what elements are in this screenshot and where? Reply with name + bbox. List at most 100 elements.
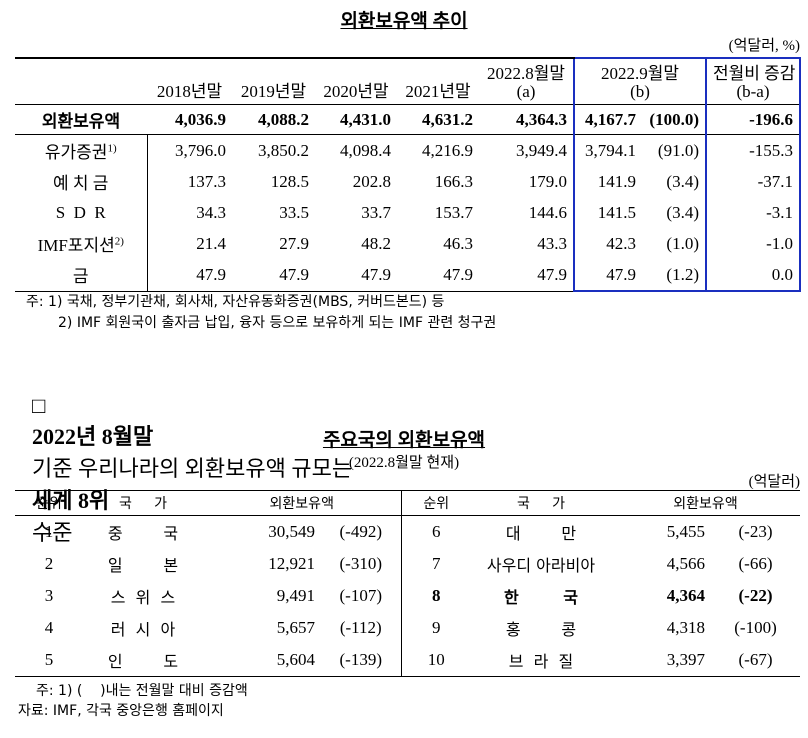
header-cell: 순위 [400,490,471,516]
header-text: 2019년말 [240,82,307,101]
value-cell: 141.9 [573,166,642,197]
value-cell: 4,431.0 [315,104,397,135]
value-cell: 128.5 [270,171,309,191]
country-cell: 인 도 [83,644,203,677]
reserve-cell: 3,397 [611,644,711,677]
table1-unit: (억달러, %) [728,38,800,54]
value-cell: 42.3 [573,228,642,259]
value-cell: 33.5 [279,202,309,222]
header-cell: 국 가 [83,490,203,516]
header-text: 2020년말 [323,82,389,101]
table2-subtitle: (2022.8월말 현재) [348,455,460,471]
table1-note: 2) IMF 회원국이 출자금 납입, 융자 등으로 보유하게 되는 IMF 관… [58,315,497,331]
header-cell: 순위 [15,490,83,516]
value-cell: -1.0 [706,228,801,259]
row-label: 예 치 금 [53,174,109,193]
value-cell: 137.3 [187,171,226,191]
header-text: 2022.8월말 [486,64,566,83]
value-cell: 47.9 [232,259,315,292]
country-cell: 대 만 [505,524,577,543]
value-cell: 3,850.2 [258,140,309,160]
reserve-cell: 4,566 [666,554,705,573]
value-cell: 47.9 [315,259,397,292]
rank-cell: 4 [44,618,54,637]
change-cell: (-67) [711,644,800,677]
header-cell: 국 가 [471,490,611,516]
value-cell: 33.7 [361,202,391,222]
country-cell: 사우디 아라비아 [486,556,596,575]
row-label-cell: 외환보유액 [15,104,147,135]
header-cell [15,57,147,105]
value-cell: 4,088.2 [232,104,315,135]
data-row: 3 스 위 스 9,491 (-107) 8 한 국 4,364 (-22) [15,580,800,612]
data-row: 2 일 본 12,921 (-310) 7 사우디 아라비아 4,566 (-66) [15,548,800,580]
rank-cell: 10 [400,644,471,677]
reserve-cell: 12,921 [268,554,315,573]
value-cell: 4,364.3 [479,104,574,135]
footnote-mark: 2) [114,235,124,248]
row-label-cell: IMF포지션2) [15,228,148,259]
table1-title: 외환보유액 추이 [340,11,468,32]
header-cell: 외환보유액 [203,490,401,516]
value-cell: 3,949.4 [516,140,567,160]
change-cell: (-107) [339,586,382,605]
rank-cell: 8 [400,580,471,612]
reserve-cell: 5,455 [666,522,705,541]
change-cell: (-100) [734,618,777,637]
value-cell: 3,794.1 [573,134,642,166]
change-cell: (-23) [738,522,773,541]
header-cell: 2022.8월말 (a) [479,57,574,105]
value-cell: 47.9 [147,259,232,292]
value-cell: 27.9 [279,233,309,253]
header-text: 2018년말 [156,82,223,101]
row-label: 금 [72,267,89,287]
rank-cell: 3 [44,586,54,605]
footnote-mark: 1) [107,142,117,155]
value-cell: 4,167.7 [573,104,642,135]
value-cell: 4,098.4 [340,140,391,160]
value-cell: -155.3 [706,134,801,166]
rank-cell: 2 [44,554,54,573]
row-label: 유가증권 [44,143,108,162]
value-cell: 21.4 [196,233,226,253]
heading-text: 기준 우리나라의 외환보유액 규모는 [32,456,353,481]
value-cell: 47.9 [479,259,574,292]
value-cell: 47.9 [573,259,642,292]
value-cell: -3.1 [706,197,801,228]
header-text: 2022.9월말 [600,64,680,83]
country-cell: 한 국 [503,588,578,607]
heading-box: □ [32,393,46,418]
data-row: 유가증권1) 3,796.0 3,850.2 4,098.4 4,216.9 3,949.… [15,134,801,166]
reserve-cell: 5,604 [203,644,321,677]
value-cell: 0.0 [706,259,801,292]
value-cell: 48.2 [361,233,391,253]
country-cell: 스 위 스 [110,588,176,607]
header-cell: 2021년말 [397,57,479,105]
value-cell: 202.8 [352,171,391,191]
row-label: S D R [55,202,106,222]
data-row: 외환보유액 4,036.9 4,088.2 4,431.0 4,631.2 4,364.3… [15,104,801,135]
data-row: IMF포지션2) 21.4 27.9 48.2 46.3 43.3 42.3 (1.0) -1.… [15,228,801,259]
value-cell: 47.9 [397,259,479,292]
data-row: 1 중 국 30,549 (-492) 6 대 만 5,455 (-23) [15,515,800,548]
value-cell: -37.1 [706,166,801,197]
value-cell: 3,796.0 [175,140,226,160]
data-row: 예 치 금 137.3 128.5 202.8 166.3 179.0 141.9 (3.4)… [15,166,801,197]
change-cell: (-112) [339,618,382,637]
header-cell: 외환보유액 [611,490,800,516]
table2-unit: (억달러) [748,474,800,490]
reserve-cell: 9,491 [276,586,315,605]
change-cell: (-310) [339,554,382,573]
header-text: 2021년말 [405,82,471,101]
rank-cell: 6 [400,515,471,548]
reserve-cell: 4,364 [666,586,705,605]
rank-cell: 9 [400,612,471,644]
value-cell: -196.6 [706,104,801,135]
header-cell: 2019년말 [232,57,315,105]
value-cell: 141.5 [573,197,642,228]
rank-cell: 1 [44,522,54,541]
data-row: 4 러 시 아 5,657 (-112) 9 홍 콩 4,318 (-100) [15,612,800,644]
table1-note: 주: 1) 국채, 정부기관채, 회사채, 자산유동화증권(MBS, 커버드본드… [26,294,445,310]
heading-text: 수준 [32,520,73,545]
